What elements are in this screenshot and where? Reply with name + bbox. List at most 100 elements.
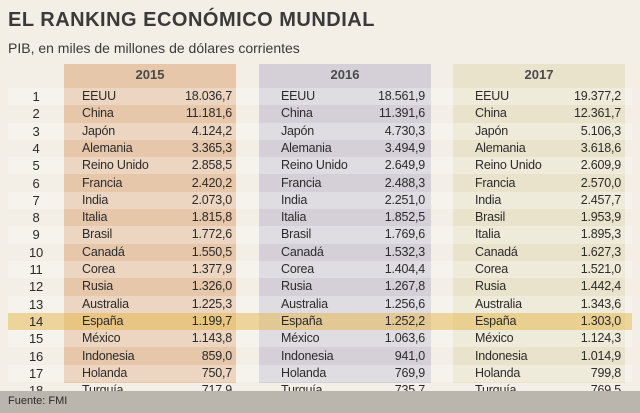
table-row: 2 China 11.181,6 China 11.391,6 China 12.361,7 (8, 105, 632, 122)
value-2016: 4.730,3 (384, 123, 426, 138)
country-2017: China (475, 106, 507, 121)
country-2016: Alemania (281, 140, 332, 155)
rank-cell: 5 (32, 158, 40, 174)
country-2016: Canadá (281, 244, 324, 259)
table-row: 11 Corea 1.377,9 Corea 1.404,4 Corea 1.521,0 (8, 261, 632, 279)
table-row: 10 Canadá 1.550,5 Canadá 1.532,3 Canadá 1.627,… (8, 244, 632, 261)
value-2016: 1.252,2 (384, 313, 426, 328)
country-2015: Alemania (82, 140, 133, 155)
country-2015: España (82, 313, 124, 328)
value-2017: 5.106,3 (580, 123, 622, 138)
country-2015: Japón (82, 123, 116, 138)
table-row: 8 Italia 1.815,8 Italia 1.852,5 Brasil 1.953,9 (8, 209, 632, 226)
country-2017: Australia (475, 296, 522, 311)
country-2015: Holanda (82, 365, 128, 380)
country-2016: Indonesia (281, 348, 334, 363)
value-2016: 3.494,9 (384, 140, 426, 155)
value-2017: 799,8 (590, 365, 621, 380)
table-row: 16 Indonesia 859,0 Indonesia 941,0 Indonesia 1… (8, 348, 632, 365)
country-2017: Indonesia (475, 348, 528, 363)
country-2017: Italia (475, 227, 501, 242)
value-2017: 1.343,6 (580, 296, 622, 311)
value-2016: 1.532,3 (384, 244, 426, 259)
country-2016: India (281, 192, 308, 207)
country-2015: Francia (82, 175, 123, 190)
country-2016: Australia (281, 296, 328, 311)
country-2017: India (475, 192, 502, 207)
table-row: 14 España 1.199,7 España 1.252,2 España 1.303,… (8, 312, 632, 331)
country-2015: México (82, 331, 121, 346)
value-2015: 2.420,2 (191, 175, 233, 190)
country-2016: Holanda (281, 365, 327, 380)
value-2016: 1.852,5 (384, 210, 426, 225)
value-2016: 1.256,6 (384, 296, 426, 311)
country-2017: Reino Unido (475, 158, 542, 173)
country-2017: Rusia (475, 279, 506, 294)
country-2016: Reino Unido (281, 158, 348, 173)
rank-cell: 11 (29, 262, 43, 277)
value-2015: 4.124,2 (191, 123, 233, 138)
country-2017: EEUU (475, 89, 509, 103)
rank-cell: 16 (28, 348, 44, 364)
country-2017: Holanda (475, 365, 521, 380)
value-2015: 859,0 (201, 348, 232, 363)
value-2016: 941,0 (394, 348, 425, 363)
value-2015: 1.326,0 (191, 279, 233, 294)
value-2017: 1.124,3 (580, 331, 622, 346)
rank-cell: 10 (28, 244, 44, 260)
table-row: 7 India 2.073,0 India 2.251,0 India 2.457,7 (8, 191, 632, 210)
country-2017: España (475, 313, 517, 328)
rank-cell: 9 (32, 227, 40, 243)
rank-cell: 6 (32, 175, 40, 191)
table-row: 6 Francia 2.420,2 Francia 2.488,3 Francia 2.57… (8, 175, 632, 192)
country-2015: Reino Unido (82, 158, 149, 173)
country-2015: Canadá (82, 244, 125, 259)
country-2017: México (475, 331, 514, 346)
value-2017: 12.361,7 (573, 106, 621, 121)
value-2016: 1.063,6 (384, 331, 426, 346)
value-2016: 11.391,6 (378, 106, 425, 121)
country-2016: Francia (281, 175, 322, 190)
country-2016: Corea (281, 262, 315, 276)
value-2016: 1.267,8 (384, 279, 426, 294)
value-2015: 1.550,5 (191, 244, 233, 259)
value-2016: 769,9 (394, 365, 425, 380)
value-2016: 1.769,6 (384, 227, 426, 242)
country-2016: Brasil (281, 227, 312, 242)
page-title: EL RANKING ECONÓMICO MUNDIAL (8, 9, 375, 31)
country-2016: España (281, 313, 323, 328)
value-2015: 1.815,8 (191, 210, 233, 225)
value-2015: 1.143,8 (191, 331, 233, 346)
value-2016: 2.488,3 (384, 175, 426, 190)
rank-cell: 3 (32, 123, 40, 139)
value-2017: 1.895,3 (580, 227, 622, 242)
value-2015: 2.073,0 (191, 192, 233, 207)
column-header-2015: 2015 (135, 67, 165, 82)
value-2016: 1.404,4 (384, 262, 426, 276)
value-2015: 750,7 (201, 365, 232, 380)
rank-cell: 12 (28, 279, 44, 295)
rank-cell: 13 (28, 296, 44, 312)
column-header-2016: 2016 (330, 67, 360, 82)
footer-bar: Fuente: FMI (0, 391, 640, 413)
table-row: 13 Australia 1.225,3 Australia 1.256,6 Austra… (8, 295, 632, 313)
rank-cell: 17 (28, 365, 44, 381)
country-2016: China (281, 106, 313, 121)
country-2015: Brasil (82, 227, 113, 242)
rank-cell: 15 (28, 331, 44, 347)
table-row: 15 México 1.143,8 México 1.063,6 México 1.124,… (8, 330, 632, 348)
country-2017: Francia (475, 175, 516, 190)
value-2017: 2.570,0 (580, 175, 622, 190)
value-2015: 11.181,6 (185, 106, 232, 121)
country-2016: EEUU (281, 89, 315, 103)
country-2015: Indonesia (82, 348, 135, 363)
value-2017: 3.618,6 (580, 140, 622, 155)
value-2015: 1.225,3 (191, 296, 233, 311)
country-2017: Canadá (475, 244, 518, 259)
rank-cell: 8 (32, 210, 40, 226)
country-2015: Rusia (82, 279, 113, 294)
country-2017: Brasil (475, 210, 506, 225)
value-2016: 2.251,0 (384, 192, 426, 207)
table-row: 9 Brasil 1.772,6 Brasil 1.769,6 Italia 1.895,3 (8, 226, 632, 244)
column-header-2017: 2017 (524, 67, 554, 82)
